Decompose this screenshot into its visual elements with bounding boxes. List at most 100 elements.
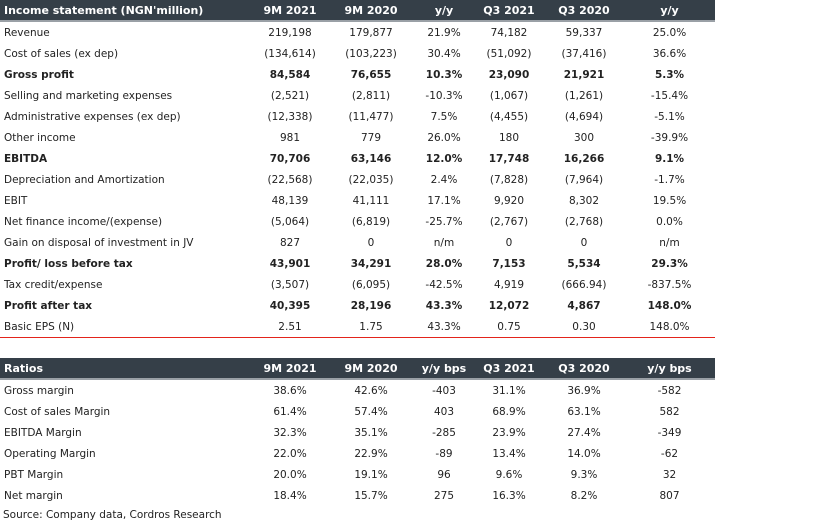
cell-value: 14.0% [567,447,601,460]
row-label: Administrative expenses (ex dep) [4,110,181,123]
cell-value: -15.4% [650,89,689,102]
row-label: Gross margin [4,384,74,397]
row-label: PBT Margin [4,468,64,481]
cell-value: 31.1% [492,384,526,397]
cell-value: (2,767) [489,215,529,228]
row-label: Gross profit [4,68,74,81]
cell-value: 0 [367,236,375,249]
cell-value: n/m [433,236,455,249]
cell-value: 61.4% [273,405,307,418]
cell-value: 23,090 [488,68,530,81]
table-header: Income statement (NGN'million) 9M 2021 9M … [0,0,715,22]
cell-value: 0.30 [572,320,596,333]
cell-value: -285 [432,426,456,439]
table-row: Gross margin 38.6% 42.6% -403 31.1% 36.9% -582 [0,379,715,401]
cell-value: 27.4% [567,426,601,439]
cell-value: 84,584 [269,68,311,81]
cell-value: (6,095) [351,278,391,291]
table-row: Basic EPS (N) 2.51 1.75 43.3% 0.75 0.30 148.0% [0,316,715,337]
cell-value: -582 [657,384,682,397]
cell-value: 43.3% [425,299,463,312]
cell-value: 2.51 [278,320,302,333]
cell-value: (3,507) [270,278,310,291]
cell-value: 74,182 [490,26,528,39]
column-header: 9M 2021 [252,358,328,380]
cell-value: 30.4% [427,47,461,60]
cell-value: 29.3% [651,257,688,270]
cell-value: 275 [433,489,455,502]
cell-value: 36.9% [567,384,601,397]
cell-value: 28.0% [425,257,463,270]
row-label: Operating Margin [4,447,96,460]
row-label: Cost of sales (ex dep) [4,47,119,60]
cell-value: 219,198 [268,26,312,39]
row-label: Profit/ loss before tax [4,257,133,270]
column-header: y/y bps [624,358,715,380]
cell-value: 63.1% [567,405,601,418]
table-row: Depreciation and Amortization (22,568) (22… [0,169,715,190]
table-row: Net finance income/(expense) (5,064) (6,81… [0,211,715,232]
row-label: Revenue [4,26,50,39]
column-header: 9M 2020 [328,358,414,380]
divider-line [0,337,715,338]
cell-value: (37,416) [561,47,607,60]
column-header: Q3 2020 [544,0,624,22]
cell-value: 5,534 [567,257,601,270]
table-row: EBITDA 70,706 63,146 12.0% 17,748 16,266 9.1% [0,148,715,169]
cell-value: (7,964) [564,173,604,186]
cell-value: -1.7% [654,173,685,186]
cell-value: 7.5% [430,110,458,123]
cell-value: 807 [659,489,680,502]
cell-value: (7,828) [489,173,529,186]
cell-value: (22,568) [267,173,313,186]
table-header: Ratios 9M 2021 9M 2020 y/y bps Q3 2021 Q3 202… [0,358,715,380]
cell-value: 1.75 [359,320,383,333]
cell-value: 43,901 [269,257,311,270]
cell-value: (12,338) [267,110,313,123]
cell-value: 0.0% [656,215,683,228]
cell-value: 8,302 [568,194,600,207]
cell-value: (22,035) [348,173,394,186]
cell-value: 148.0% [647,299,692,312]
cell-value: 32 [662,468,677,481]
cell-value: 0.75 [497,320,521,333]
cell-value: 41,111 [352,194,390,207]
cell-value: 68.9% [492,405,526,418]
cell-value: (666.94) [561,278,607,291]
cell-value: 582 [659,405,680,418]
table-row: Gross profit 84,584 76,655 10.3% 23,090 21,92… [0,64,715,85]
cell-value: 19.5% [652,194,687,207]
cell-value: 10.3% [425,68,463,81]
cell-value: 34,291 [350,257,392,270]
cell-value: 981 [279,131,301,144]
cell-value: 4,867 [567,299,601,312]
cell-value: 23.9% [492,426,526,439]
row-label: Net finance income/(expense) [4,215,163,228]
cell-value: 300 [573,131,595,144]
cell-value: -42.5% [425,278,463,291]
cell-value: 28,196 [350,299,392,312]
row-label: EBIT [4,194,28,207]
cell-value: (1,261) [564,89,604,102]
table-title: Income statement (NGN'million) [0,0,252,22]
column-header: 9M 2020 [328,0,414,22]
row-label: Net margin [4,489,63,502]
cell-value: 148.0% [649,320,690,333]
cell-value: 32.3% [273,426,307,439]
cell-value: 12,072 [488,299,530,312]
column-header: y/y [624,0,715,22]
row-label: Selling and marketing expenses [4,89,173,102]
cell-value: 180 [498,131,520,144]
cell-value: 48,139 [271,194,309,207]
cell-value: (1,067) [489,89,529,102]
cell-value: (6,819) [351,215,391,228]
cell-value: -89 [435,447,453,460]
cell-value: (4,455) [489,110,529,123]
cell-value: n/m [659,236,680,249]
row-label: Gain on disposal of investment in JV [4,236,194,249]
cell-value: 9.3% [570,468,598,481]
cell-value: (2,811) [351,89,391,102]
ratios-table: Ratios 9M 2021 9M 2020 y/y bps Q3 2021 Q3 202… [0,358,715,506]
cell-value: (134,614) [264,47,316,60]
table-row: Selling and marketing expenses (2,521) (2,… [0,85,715,106]
